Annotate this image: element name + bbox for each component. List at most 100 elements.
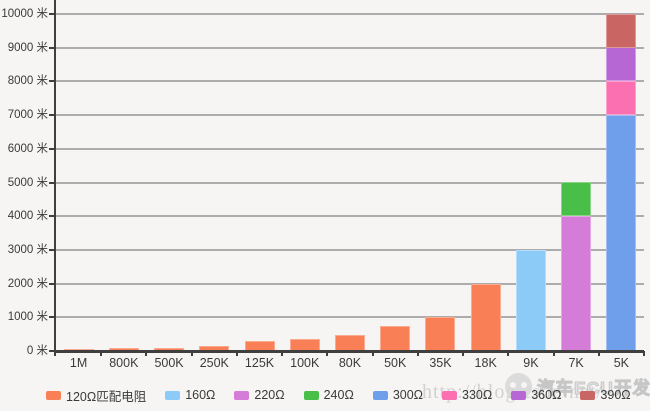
y-tick-mark-3000: [49, 248, 55, 251]
x-tick-mark-3: [190, 351, 193, 356]
gridline-5000: [56, 181, 644, 184]
legend-item-240Ω[interactable]: 240Ω: [303, 388, 354, 402]
bar-18K[interactable]: [470, 14, 501, 351]
legend-label: 300Ω: [392, 388, 424, 402]
x-tick-mark-13: [643, 351, 645, 356]
bar-5K[interactable]: [606, 14, 637, 351]
bar-125K[interactable]: [244, 14, 275, 351]
x-tick-mark-1: [100, 351, 103, 356]
legend-label: 330Ω: [462, 388, 493, 402]
gridline-7000: [56, 114, 644, 117]
bar-segment-7K-220Ω[interactable]: [561, 216, 592, 351]
x-category-label-9K: 9K: [523, 356, 539, 370]
y-tick-mark-1000: [49, 316, 55, 319]
x-category-label-500K: 500K: [154, 356, 184, 370]
legend-label: 390Ω: [600, 388, 631, 402]
bar-segment-18K-120Ω匹配电阻[interactable]: [470, 284, 501, 351]
legend-item-160Ω[interactable]: 160Ω: [165, 388, 215, 402]
bar-500K[interactable]: [154, 14, 185, 351]
x-tick-mark-7: [371, 351, 374, 356]
gridline-10000: [56, 13, 644, 15]
legend-item-360Ω[interactable]: 360Ω: [511, 388, 561, 402]
y-tick-mark-7000: [49, 114, 55, 117]
gridline-6000: [56, 147, 644, 150]
legend-swatch-icon: [165, 390, 181, 400]
legend-item-390Ω[interactable]: 390Ω: [580, 388, 631, 402]
y-tick-label-2000: 2000 米: [7, 277, 48, 290]
y-tick-label-3000: 3000 米: [7, 243, 48, 256]
x-category-label-5K: 5K: [613, 356, 630, 370]
bar-9K[interactable]: [515, 14, 546, 351]
bar-35K[interactable]: [425, 14, 456, 351]
bar-100K[interactable]: [289, 14, 320, 351]
bar-segment-5K-360Ω[interactable]: [606, 47, 637, 81]
bar-80K[interactable]: [335, 14, 365, 351]
bar-segment-80K-120Ω匹配电阻[interactable]: [335, 335, 365, 351]
gridline-4000: [56, 215, 644, 218]
watermark-brand-text: 汽车ECU开发: [537, 378, 650, 399]
x-category-label-50K: 50K: [384, 356, 407, 370]
legend-item-300Ω[interactable]: 300Ω: [372, 388, 424, 402]
x-category-label-800K: 800K: [109, 356, 139, 370]
bar-segment-100K-120Ω匹配电阻[interactable]: [289, 339, 320, 351]
bar-segment-800K-120Ω匹配电阻[interactable]: [108, 348, 139, 351]
legend-item-120Ω匹配电阻[interactable]: 120Ω匹配电阻: [46, 386, 146, 405]
bar-segment-125K-120Ω匹配电阻[interactable]: [244, 341, 275, 351]
legend-label: 120Ω匹配电阻: [66, 389, 147, 404]
legend-label: 360Ω: [531, 388, 562, 402]
y-tick-label-4000: 4000 米: [7, 210, 48, 223]
x-category-label-35K: 35K: [429, 356, 452, 370]
gridline-8000: [56, 80, 644, 83]
y-tick-mark-5000: [49, 181, 55, 184]
bar-7K[interactable]: [561, 14, 592, 351]
y-axis-line: [54, 0, 56, 356]
bar-50K[interactable]: [380, 14, 411, 351]
legend-label: 220Ω: [254, 388, 285, 402]
bar-250K[interactable]: [199, 14, 230, 351]
x-category-label-18K: 18K: [474, 356, 497, 370]
y-tick-label-1000: 1000 米: [7, 311, 48, 324]
y-tick-mark-9000: [49, 46, 55, 49]
bar-1M[interactable]: [63, 14, 94, 351]
gridline-3000: [56, 248, 644, 251]
y-tick-label-6000: 6000 米: [7, 142, 48, 155]
bar-segment-5K-330Ω[interactable]: [606, 81, 637, 115]
x-tick-mark-4: [235, 351, 238, 356]
y-tick-label-10000: 10000 米: [1, 8, 48, 20]
gridline-1000: [56, 316, 644, 319]
legend-item-220Ω[interactable]: 220Ω: [234, 388, 285, 402]
x-tick-mark-8: [416, 351, 419, 356]
legend-label: 240Ω: [323, 388, 354, 402]
y-tick-mark-0: [49, 350, 55, 352]
y-tick-mark-6000: [49, 147, 55, 150]
x-category-label-100K: 100K: [290, 356, 320, 370]
legend-swatch-icon: [234, 390, 250, 400]
gridline-2000: [56, 282, 644, 285]
x-category-label-1M: 1M: [69, 356, 88, 370]
y-tick-label-5000: 5000 米: [7, 176, 48, 189]
x-tick-mark-9: [462, 351, 465, 356]
legend-swatch-icon: [303, 390, 319, 400]
y-tick-mark-4000: [49, 215, 55, 218]
x-tick-mark-6: [326, 351, 329, 356]
gridline-9000: [56, 46, 644, 49]
x-tick-mark-2: [145, 351, 148, 356]
bar-segment-5K-390Ω[interactable]: [606, 14, 637, 48]
x-category-label-80K: 80K: [338, 356, 362, 370]
x-category-label-250K: 250K: [199, 356, 229, 370]
x-axis-line: [54, 350, 644, 353]
bar-segment-250K-120Ω匹配电阻[interactable]: [199, 346, 230, 351]
chart-legend: 120Ω匹配电阻 160Ω 220Ω 240Ω 300Ω 330Ω 360Ω 390Ω: [46, 386, 631, 404]
x-tick-mark-12: [597, 351, 600, 356]
bar-segment-35K-120Ω匹配电阻[interactable]: [425, 317, 456, 351]
bar-segment-7K-240Ω[interactable]: [561, 182, 592, 216]
bar-800K[interactable]: [108, 14, 139, 351]
y-tick-label-9000: 9000 米: [7, 41, 48, 54]
bar-segment-500K-120Ω匹配电阻[interactable]: [154, 348, 185, 351]
y-tick-mark-10000: [49, 13, 55, 15]
bar-segment-5K-300Ω[interactable]: [606, 115, 637, 351]
bar-segment-9K-160Ω[interactable]: [515, 250, 546, 351]
bar-segment-50K-120Ω匹配电阻[interactable]: [380, 326, 411, 351]
legend-item-330Ω[interactable]: 330Ω: [442, 388, 492, 402]
